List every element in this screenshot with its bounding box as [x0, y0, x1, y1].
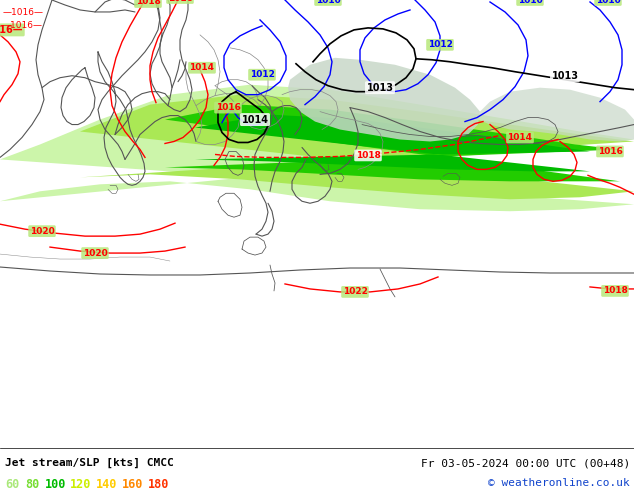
Text: 1012: 1012	[250, 70, 275, 79]
Text: 1018: 1018	[136, 0, 160, 6]
Text: 100: 100	[45, 478, 67, 490]
Text: —1016—: —1016—	[0, 25, 23, 35]
Text: 1014: 1014	[242, 115, 269, 124]
Text: 1014: 1014	[507, 133, 533, 142]
Text: 80: 80	[25, 478, 39, 490]
Text: 1012: 1012	[427, 40, 453, 49]
Text: 1020: 1020	[82, 248, 107, 258]
Text: 120: 120	[70, 478, 91, 490]
Polygon shape	[288, 58, 480, 142]
Text: 1018: 1018	[602, 287, 628, 295]
Text: 1014: 1014	[190, 63, 214, 72]
Text: 1016: 1016	[216, 103, 240, 112]
Text: Fr 03-05-2024 00:00 UTC (00+48): Fr 03-05-2024 00:00 UTC (00+48)	[421, 458, 630, 468]
Text: 1022: 1022	[342, 288, 368, 296]
Text: 1013: 1013	[366, 83, 394, 93]
Text: © weatheronline.co.uk: © weatheronline.co.uk	[488, 478, 630, 488]
Text: 1010: 1010	[316, 0, 340, 4]
Text: 1020: 1020	[30, 227, 55, 236]
Polygon shape	[195, 115, 590, 172]
Text: 1010: 1010	[517, 0, 542, 4]
Text: 140: 140	[96, 478, 117, 490]
Polygon shape	[478, 88, 634, 142]
Text: 1018: 1018	[356, 151, 380, 160]
Polygon shape	[165, 105, 620, 181]
Text: Jet stream/SLP [kts] CMCC: Jet stream/SLP [kts] CMCC	[5, 458, 174, 468]
Polygon shape	[0, 85, 634, 211]
Text: —1016—: —1016—	[2, 21, 43, 30]
Text: 1016: 1016	[167, 0, 193, 2]
Text: —1016—: —1016—	[3, 8, 44, 17]
Text: 60: 60	[5, 478, 19, 490]
Text: 1010: 1010	[595, 0, 621, 4]
Text: 160: 160	[122, 478, 143, 490]
Polygon shape	[80, 95, 634, 199]
Text: 1016: 1016	[598, 147, 623, 156]
Text: 1013: 1013	[552, 71, 578, 81]
Text: 180: 180	[148, 478, 169, 490]
